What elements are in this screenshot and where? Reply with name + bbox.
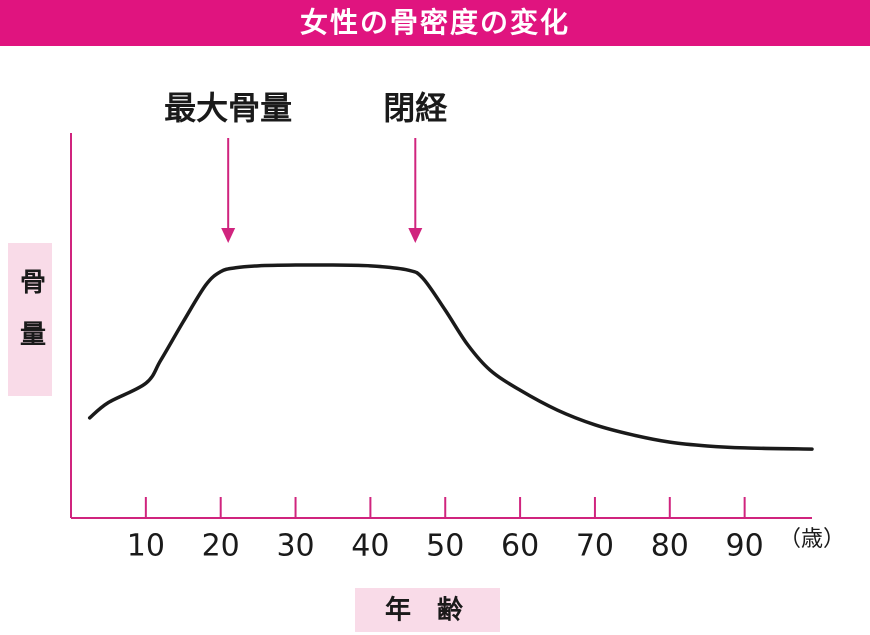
x-tick-label: 20 [202,529,240,564]
x-tick-label: 50 [426,529,464,564]
x-unit: （歳） [779,527,845,552]
x-tick-label: 10 [127,529,165,564]
arrow-head [221,228,236,243]
x-tick-label: 40 [351,529,389,564]
x-tick-label: 80 [651,529,689,564]
x-tick-label: 70 [576,529,614,564]
annotation-text: 最大骨量 [164,89,292,127]
x-tick-label: 30 [276,529,314,564]
x-tick-label: 60 [501,529,539,564]
chart-title: 女性の骨密度の変化 [300,6,570,39]
arrow-head [408,228,423,243]
x-label-box [355,588,500,632]
y-axis-label: 骨量 [16,268,46,372]
x-tick-label: 90 [726,529,764,564]
title-bar [0,0,870,46]
annotation-text: 閉経 [383,89,448,127]
y-label-box [8,243,52,396]
x-axis-label: 年齢 [385,595,489,626]
data-line [87,263,814,451]
